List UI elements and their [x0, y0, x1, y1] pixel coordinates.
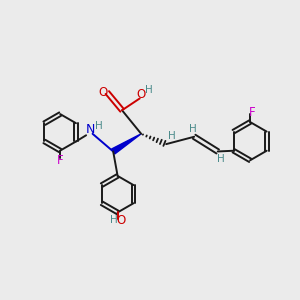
- Text: F: F: [249, 106, 256, 118]
- Text: H: H: [145, 85, 152, 94]
- Text: O: O: [116, 214, 125, 227]
- Text: H: H: [189, 124, 196, 134]
- Text: H: H: [217, 154, 224, 164]
- Text: O: O: [136, 88, 145, 101]
- Text: O: O: [99, 86, 108, 99]
- Text: F: F: [57, 154, 64, 167]
- Text: H: H: [110, 215, 117, 225]
- Text: H: H: [168, 131, 176, 141]
- Polygon shape: [112, 134, 141, 154]
- Text: N: N: [85, 124, 95, 136]
- Text: H: H: [95, 121, 103, 131]
